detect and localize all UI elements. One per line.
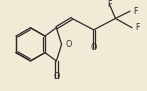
Text: O: O [66, 40, 72, 49]
Text: F: F [135, 23, 140, 32]
Text: O: O [91, 43, 97, 52]
Text: O: O [53, 72, 60, 81]
Text: F: F [133, 7, 138, 16]
Text: F: F [107, 0, 112, 9]
